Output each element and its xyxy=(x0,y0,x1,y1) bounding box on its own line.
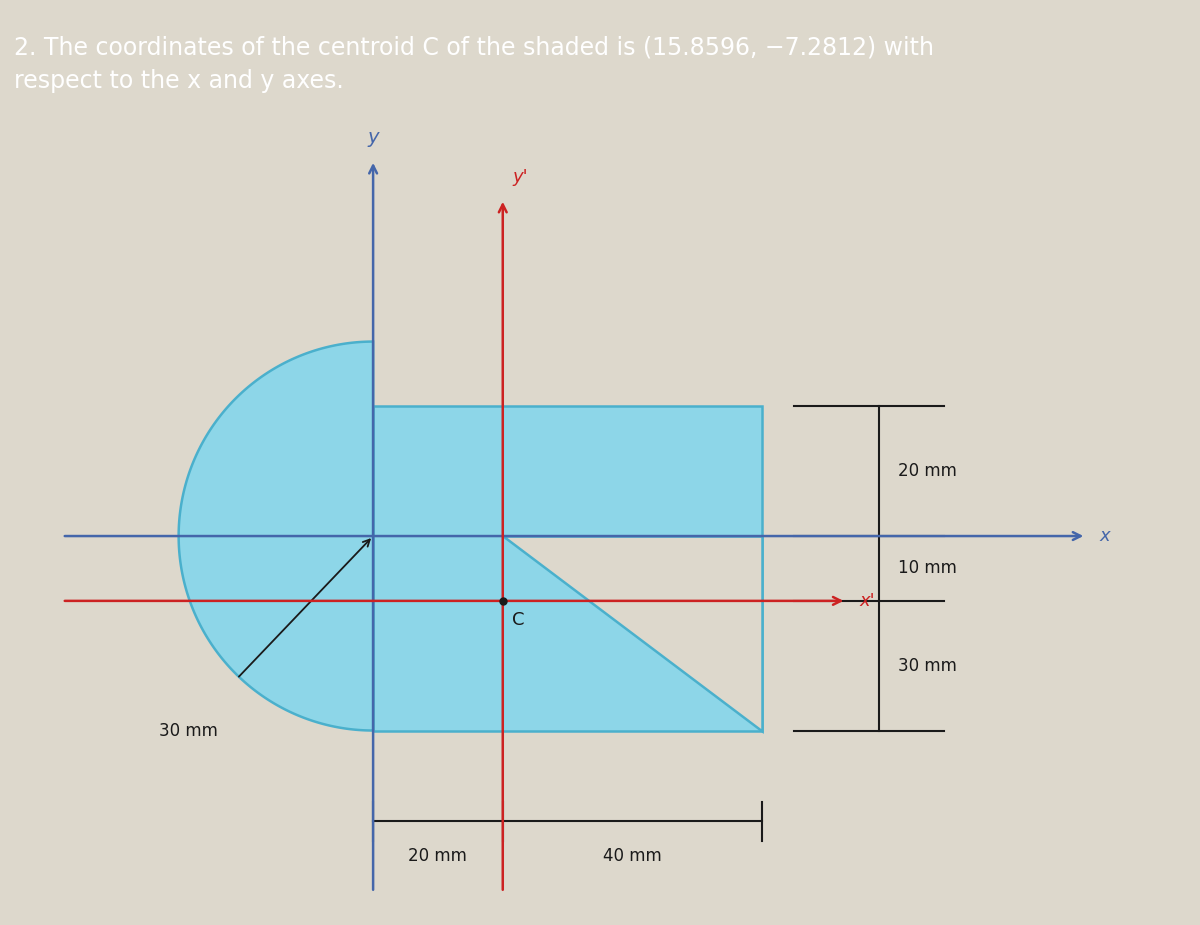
Text: 20 mm: 20 mm xyxy=(408,847,467,865)
Text: 20 mm: 20 mm xyxy=(898,462,958,480)
Polygon shape xyxy=(179,341,373,731)
Text: y': y' xyxy=(512,168,528,186)
Text: 40 mm: 40 mm xyxy=(604,847,661,865)
Text: 30 mm: 30 mm xyxy=(898,657,958,674)
Text: 2. The coordinates of the centroid C of the shaded is (15.8596, −7.2812) with
re: 2. The coordinates of the centroid C of … xyxy=(14,36,935,93)
Text: x: x xyxy=(1099,527,1110,545)
Text: x': x' xyxy=(859,592,875,610)
Text: C: C xyxy=(512,610,524,629)
Text: y: y xyxy=(367,128,379,147)
Polygon shape xyxy=(373,406,762,731)
Polygon shape xyxy=(503,536,762,731)
Text: 30 mm: 30 mm xyxy=(160,722,218,739)
Text: 10 mm: 10 mm xyxy=(898,560,958,577)
